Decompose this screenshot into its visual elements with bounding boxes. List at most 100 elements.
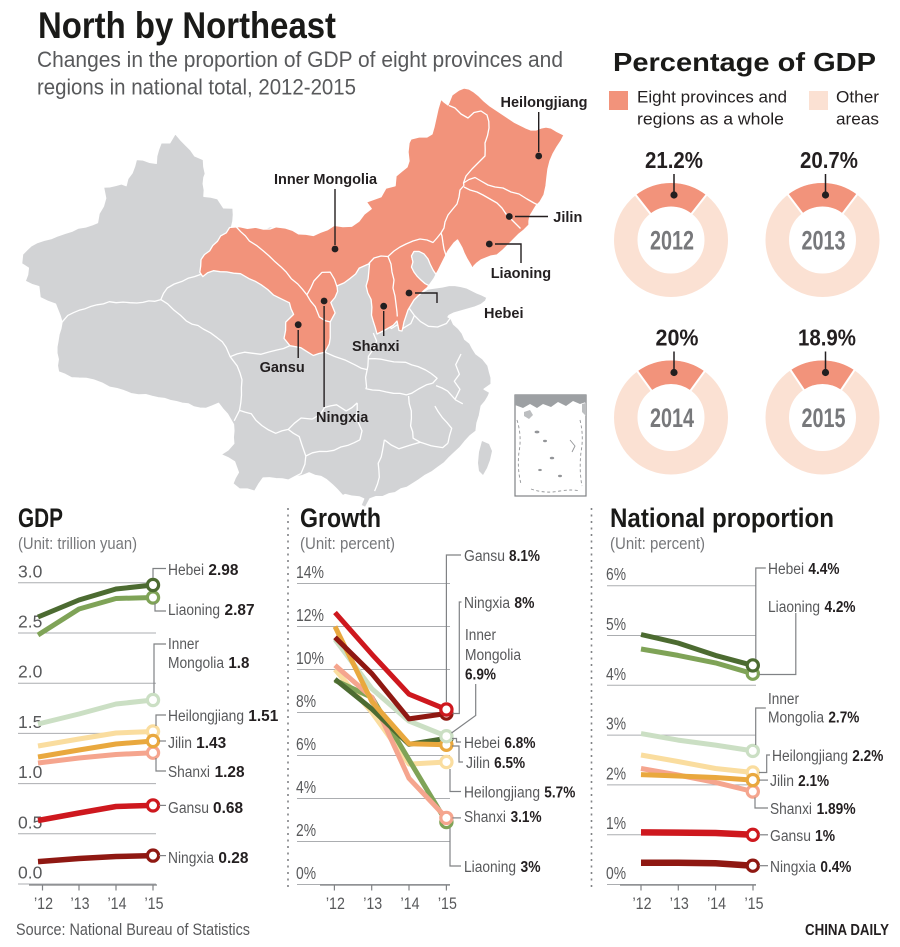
- svg-text:Mongolia: Mongolia: [768, 710, 824, 727]
- svg-text:4.4%: 4.4%: [808, 561, 839, 578]
- svg-text:1.43: 1.43: [196, 735, 226, 752]
- svg-text:8%: 8%: [514, 595, 534, 612]
- svg-text:21.2%: 21.2%: [645, 147, 703, 173]
- svg-text:Other: Other: [836, 88, 879, 107]
- svg-text:5%: 5%: [606, 614, 626, 634]
- svg-text:0.68: 0.68: [213, 800, 243, 817]
- svg-text:2.7%: 2.7%: [828, 710, 859, 727]
- svg-text:’14: ’14: [108, 894, 127, 913]
- svg-text:1.89%: 1.89%: [817, 801, 856, 818]
- svg-text:Gansu: Gansu: [260, 360, 305, 376]
- svg-text:Liaoning: Liaoning: [491, 266, 551, 282]
- svg-text:’15: ’15: [145, 894, 164, 913]
- svg-text:’15: ’15: [745, 894, 764, 913]
- svg-text:(Unit: percent): (Unit: percent): [610, 534, 705, 553]
- svg-text:0.5: 0.5: [18, 812, 42, 832]
- svg-text:Shanxi: Shanxi: [770, 801, 812, 818]
- svg-text:2012: 2012: [650, 226, 694, 256]
- svg-text:0%: 0%: [606, 863, 626, 883]
- svg-text:’14: ’14: [401, 894, 420, 913]
- svg-text:4.2%: 4.2%: [825, 599, 856, 616]
- svg-text:5.7%: 5.7%: [544, 785, 575, 802]
- svg-text:’14: ’14: [707, 894, 726, 913]
- svg-text:’13: ’13: [670, 894, 689, 913]
- svg-text:regions in national total, 201: regions in national total, 2012-2015: [37, 75, 356, 100]
- svg-text:Changes in the proportion of G: Changes in the proportion of GDP of eigh…: [37, 47, 563, 72]
- svg-text:’12: ’12: [34, 894, 53, 913]
- svg-text:’13: ’13: [71, 894, 90, 913]
- svg-text:Liaoning: Liaoning: [464, 859, 516, 876]
- svg-text:14%: 14%: [296, 562, 324, 582]
- svg-text:2015: 2015: [802, 403, 846, 433]
- svg-text:2.1%: 2.1%: [798, 773, 829, 790]
- svg-text:12%: 12%: [296, 605, 324, 625]
- svg-text:1.5: 1.5: [18, 712, 42, 732]
- svg-text:’12: ’12: [633, 894, 652, 913]
- svg-text:0.0: 0.0: [18, 863, 43, 883]
- svg-text:(Unit: percent): (Unit: percent): [300, 534, 395, 553]
- svg-text:Eight provinces and: Eight provinces and: [637, 88, 787, 107]
- svg-text:Jilin: Jilin: [770, 773, 794, 790]
- svg-text:Inner: Inner: [168, 636, 199, 653]
- svg-text:Shanxi: Shanxi: [464, 809, 506, 826]
- svg-text:Gansu: Gansu: [464, 548, 505, 565]
- svg-text:’15: ’15: [438, 894, 457, 913]
- svg-text:Shanxi: Shanxi: [168, 764, 210, 781]
- svg-text:Ningxia: Ningxia: [168, 850, 214, 867]
- svg-text:10%: 10%: [296, 648, 324, 668]
- svg-text:8%: 8%: [296, 691, 316, 711]
- svg-text:Ningxia: Ningxia: [770, 859, 816, 876]
- svg-text:3.1%: 3.1%: [511, 809, 542, 826]
- svg-text:1.51: 1.51: [248, 708, 278, 725]
- svg-text:Hebei: Hebei: [464, 735, 500, 752]
- svg-text:GDP: GDP: [18, 503, 63, 533]
- svg-text:’12: ’12: [326, 894, 345, 913]
- svg-text:1%: 1%: [606, 813, 626, 833]
- svg-text:4%: 4%: [606, 664, 626, 684]
- svg-text:Inner Mongolia: Inner Mongolia: [274, 172, 378, 188]
- svg-text:6.9%: 6.9%: [465, 667, 496, 684]
- svg-text:2.0: 2.0: [18, 662, 43, 682]
- svg-text:1%: 1%: [815, 828, 835, 845]
- svg-text:0.4%: 0.4%: [820, 859, 851, 876]
- svg-text:2%: 2%: [606, 763, 626, 783]
- svg-text:2.87: 2.87: [225, 602, 255, 619]
- svg-text:2013: 2013: [802, 226, 846, 256]
- svg-text:1.8: 1.8: [228, 655, 249, 672]
- svg-text:18.9%: 18.9%: [798, 325, 856, 351]
- svg-text:regions as a whole: regions as a whole: [637, 109, 784, 128]
- svg-text:Heilongjiang: Heilongjiang: [168, 708, 244, 725]
- svg-text:Gansu: Gansu: [770, 828, 811, 845]
- svg-text:20%: 20%: [656, 325, 699, 351]
- svg-text:8.1%: 8.1%: [509, 548, 540, 565]
- svg-text:Shanxi: Shanxi: [352, 339, 400, 355]
- svg-text:Hebei: Hebei: [768, 561, 804, 578]
- svg-text:Percentage of GDP: Percentage of GDP: [613, 47, 876, 77]
- svg-text:4%: 4%: [296, 777, 316, 797]
- svg-text:2.98: 2.98: [208, 562, 238, 579]
- svg-text:Mongolia: Mongolia: [465, 647, 521, 664]
- svg-text:3%: 3%: [606, 714, 626, 734]
- svg-text:Heilongjiang: Heilongjiang: [464, 785, 540, 802]
- svg-text:(Unit: trillion yuan): (Unit: trillion yuan): [18, 534, 137, 553]
- svg-text:Liaoning: Liaoning: [168, 602, 220, 619]
- svg-text:6%: 6%: [296, 734, 316, 754]
- svg-text:Ningxia: Ningxia: [464, 595, 510, 612]
- svg-text:1.0: 1.0: [18, 762, 43, 782]
- svg-text:0%: 0%: [296, 863, 316, 883]
- svg-text:Inner: Inner: [465, 627, 496, 644]
- svg-text:Source: National Bureau of Sta: Source: National Bureau of Statistics: [16, 920, 250, 939]
- svg-text:3%: 3%: [521, 859, 541, 876]
- svg-text:Gansu: Gansu: [168, 800, 209, 817]
- svg-text:’13: ’13: [363, 894, 382, 913]
- svg-text:Jilin: Jilin: [553, 210, 582, 226]
- svg-text:Liaoning: Liaoning: [768, 599, 820, 616]
- svg-text:Ningxia: Ningxia: [316, 410, 369, 426]
- svg-text:2%: 2%: [296, 820, 316, 840]
- svg-text:National proportion: National proportion: [610, 503, 834, 533]
- svg-text:2.5: 2.5: [18, 612, 42, 632]
- svg-text:3.0: 3.0: [18, 561, 43, 581]
- svg-text:20.7%: 20.7%: [800, 147, 858, 173]
- svg-text:Heilongjiang: Heilongjiang: [501, 95, 588, 111]
- svg-text:Jilin: Jilin: [466, 755, 490, 772]
